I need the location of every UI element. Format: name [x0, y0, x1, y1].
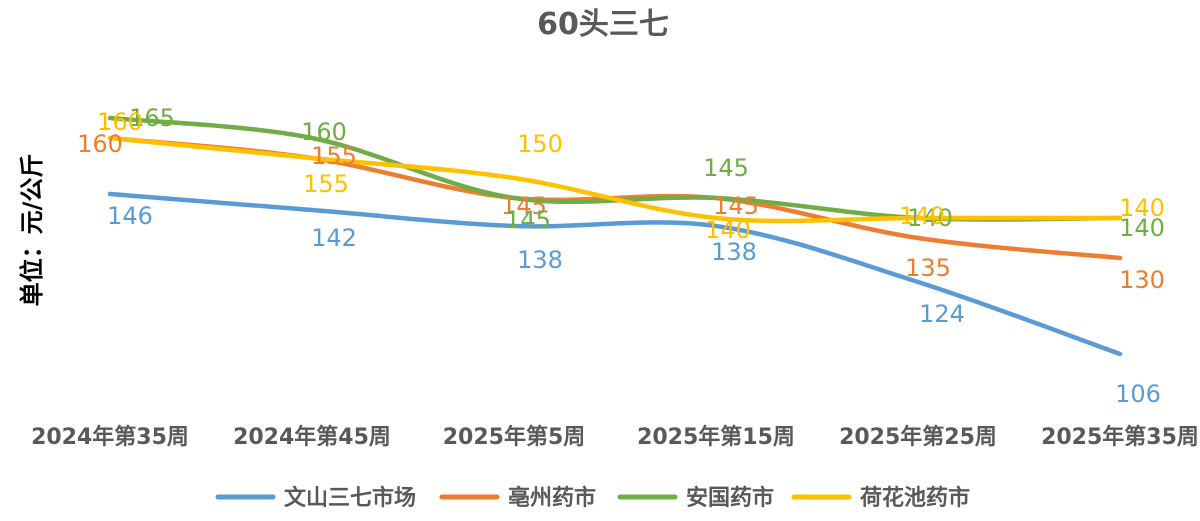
x-tick-label: 2024年第45周	[233, 424, 391, 450]
data-label: 145	[713, 192, 759, 220]
x-tick-label: 2025年第25周	[839, 424, 997, 450]
data-label: 106	[1115, 380, 1161, 408]
data-label: 160	[301, 118, 347, 146]
data-label: 145	[501, 192, 547, 220]
data-label: 142	[311, 224, 357, 252]
legend-label: 文山三七市场	[284, 485, 416, 511]
data-label: 150	[517, 130, 563, 158]
data-label: 138	[517, 246, 563, 274]
x-tick-label: 2025年第15周	[637, 424, 795, 450]
data-label: 160	[77, 130, 123, 158]
data-label: 155	[311, 142, 357, 170]
x-tick-label: 2025年第35周	[1041, 424, 1199, 450]
series-lines	[107, 115, 1123, 357]
data-label: 124	[919, 300, 965, 328]
legend-label: 荷花池药市	[860, 485, 970, 511]
x-tick-label: 2025年第5周	[443, 424, 586, 450]
legend-label: 亳州药市	[508, 485, 596, 511]
data-label: 138	[711, 238, 757, 266]
data-label: 145	[505, 206, 551, 234]
data-label: 135	[905, 254, 951, 282]
chart-title: 60头三七	[537, 7, 669, 42]
data-label: 140	[899, 202, 945, 230]
x-tick-label: 2024年第35周	[31, 424, 189, 450]
series-line	[107, 191, 1123, 357]
y-axis-label: 单位：元/公斤	[18, 154, 46, 307]
legend: 文山三七市场 亳州药市 安国药市 荷花池药市	[215, 485, 970, 511]
legend-label: 安国药市	[686, 485, 774, 511]
data-label: 160	[97, 108, 143, 136]
data-label: 165	[129, 104, 175, 132]
data-label: 140	[705, 216, 751, 244]
data-label: 146	[107, 202, 153, 230]
data-label: 140	[1119, 214, 1165, 242]
data-label: 130	[1119, 266, 1165, 294]
data-label: 155	[303, 170, 349, 198]
series-line	[107, 135, 1123, 224]
x-axis-ticks: 2024年第35周 2024年第45周 2025年第5周 2025年第15周 2025年…	[31, 424, 1199, 450]
data-label: 140	[907, 204, 953, 232]
data-label: 140	[1119, 194, 1165, 222]
data-label: 145	[703, 154, 749, 182]
